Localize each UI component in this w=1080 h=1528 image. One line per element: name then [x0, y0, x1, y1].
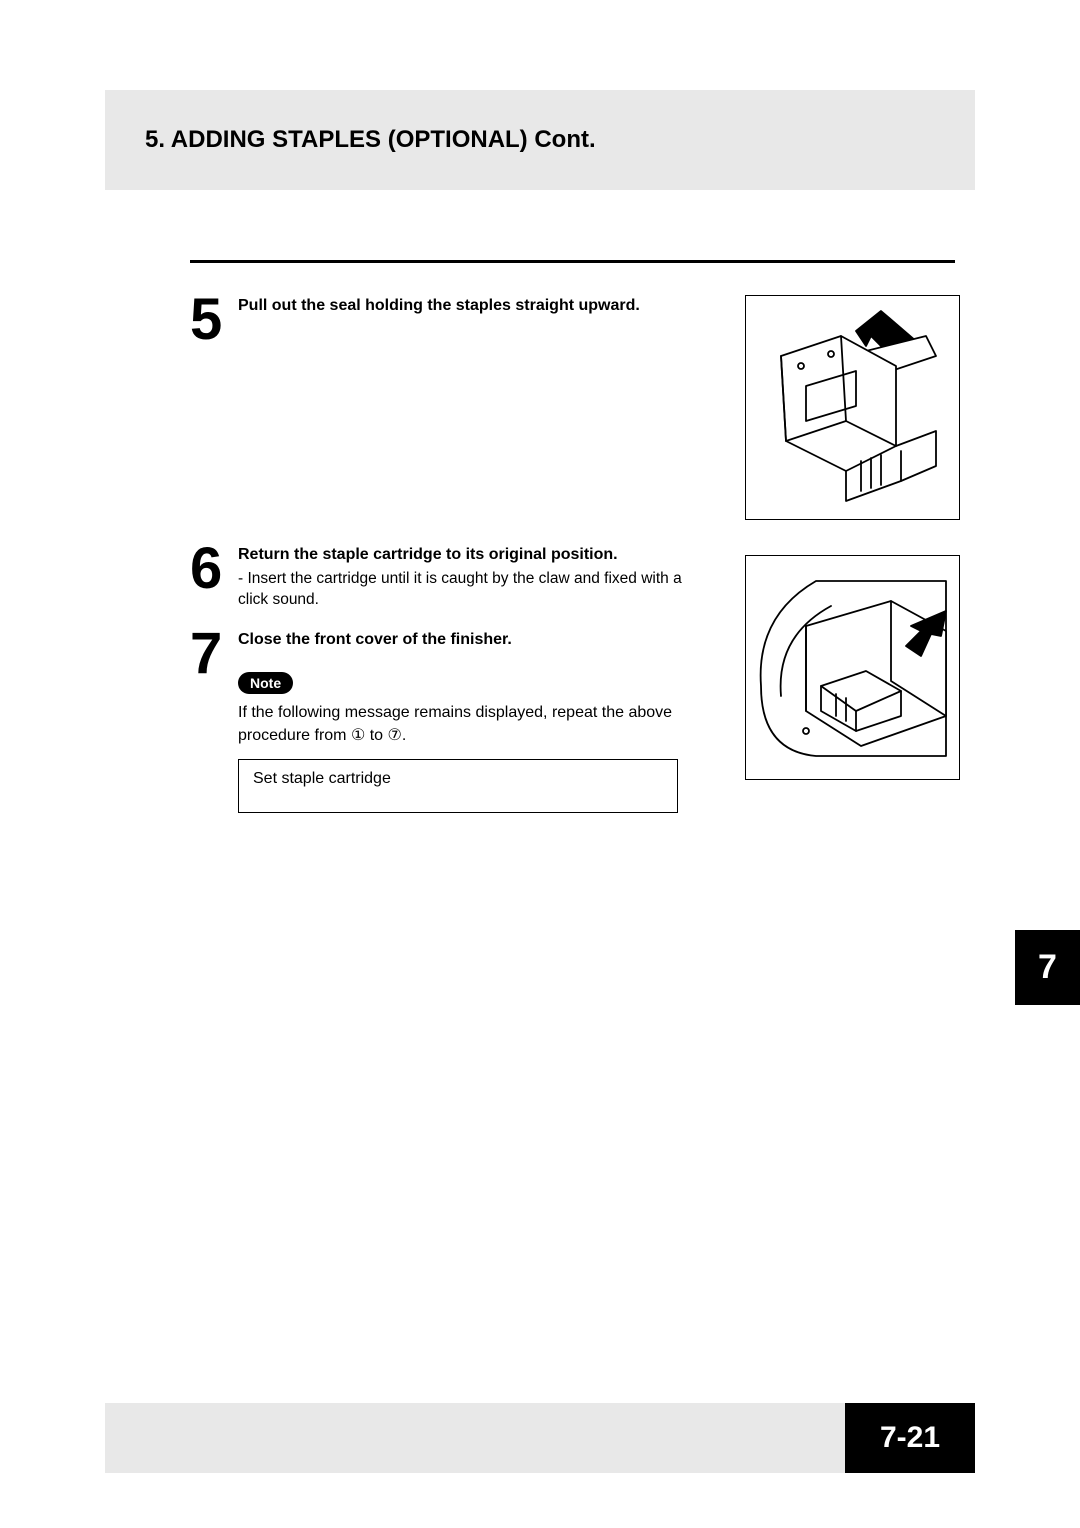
- step-heading: Pull out the seal holding the staples st…: [238, 295, 700, 317]
- circled-7-icon: ⑦: [388, 727, 402, 744]
- note-part-b: to: [365, 727, 387, 744]
- step-number: 5: [190, 295, 230, 344]
- illustration-step5: [745, 295, 960, 520]
- cartridge-insert-icon: [746, 556, 961, 781]
- step-heading: Close the front cover of the finisher.: [238, 629, 700, 651]
- note-badge: Note: [238, 672, 293, 694]
- step-7: 7 Close the front cover of the finisher.…: [190, 629, 700, 813]
- chapter-tab: 7: [1015, 930, 1080, 1005]
- left-column: 5 Pull out the seal holding the staples …: [190, 295, 700, 813]
- header-band: 5. ADDING STAPLES (OPTIONAL) Cont.: [105, 90, 975, 190]
- step-subtext: - Insert the cartridge until it is caugh…: [238, 569, 700, 611]
- page-number: 7-21: [845, 1403, 975, 1473]
- step-text: Close the front cover of the finisher. N…: [238, 629, 700, 813]
- step-text: Return the staple cartridge to its origi…: [238, 544, 700, 610]
- divider: [190, 260, 955, 263]
- step-6: 6 Return the staple cartridge to its ori…: [190, 544, 700, 610]
- note-text: If the following message remains display…: [238, 702, 700, 747]
- step-heading: Return the staple cartridge to its origi…: [238, 544, 700, 566]
- manual-page: 5. ADDING STAPLES (OPTIONAL) Cont. 5 Pul…: [0, 0, 1080, 1528]
- cartridge-seal-icon: [746, 296, 961, 521]
- step-number: 6: [190, 544, 230, 593]
- message-box: Set staple cartridge: [238, 759, 678, 813]
- section-title: 5. ADDING STAPLES (OPTIONAL) Cont.: [145, 126, 596, 154]
- note-part-c: .: [402, 727, 406, 744]
- step-text: Pull out the seal holding the staples st…: [238, 295, 700, 317]
- step-5: 5 Pull out the seal holding the staples …: [190, 295, 700, 344]
- circled-1-icon: ①: [351, 727, 365, 744]
- footer-band: 7-21: [105, 1403, 975, 1473]
- note-part-a: If the following message remains display…: [238, 704, 672, 743]
- step-number: 7: [190, 629, 230, 678]
- illustration-step6: [745, 555, 960, 780]
